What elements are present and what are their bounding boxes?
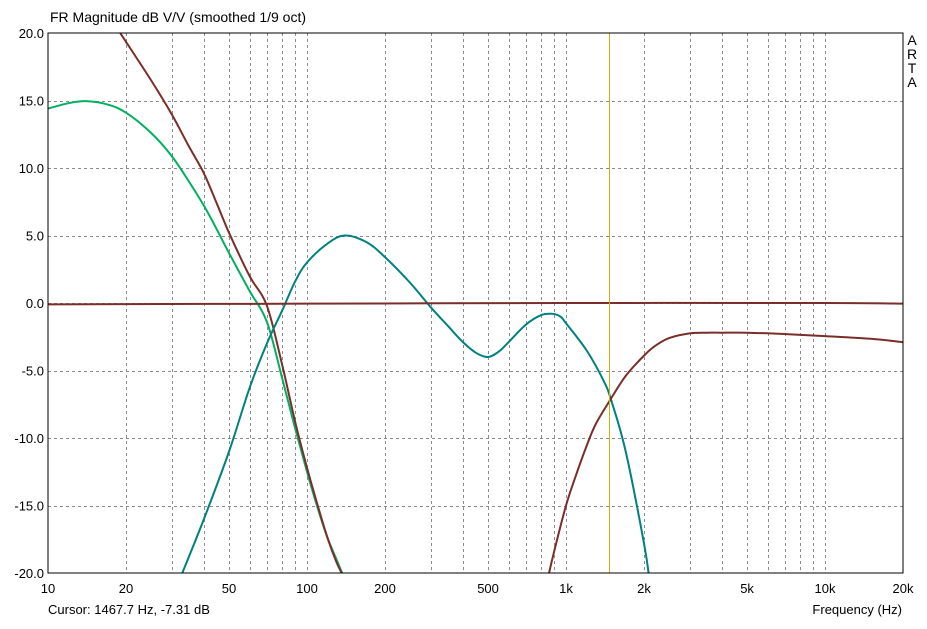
y-tick-label: 20.0: [19, 26, 44, 41]
chart-series: [48, 33, 903, 573]
x-tick-label: 20: [119, 581, 133, 596]
x-tick-label: 100: [296, 581, 318, 596]
x-tick-label: 1k: [559, 581, 573, 596]
series-line-3: [181, 234, 650, 573]
x-tick-label: 10k: [815, 581, 836, 596]
y-tick-label: 0.0: [26, 296, 44, 311]
y-tick-label: -20.0: [14, 566, 44, 581]
chart-title: FR Magnitude dB V/V (smoothed 1/9 oct): [50, 9, 307, 25]
x-tick-label: 200: [374, 581, 396, 596]
watermark-letter: A: [907, 32, 917, 48]
y-tick-label: 15.0: [19, 94, 44, 109]
series-line-4: [48, 301, 903, 306]
series-line-2: [119, 33, 343, 573]
x-tick-label: 500: [477, 581, 499, 596]
y-tick-label: -15.0: [14, 499, 44, 514]
y-tick-label: -5.0: [22, 364, 44, 379]
x-tick-label: 10: [41, 581, 55, 596]
x-tick-labels: 10 20 50 100 200 500 1k 2k 5k 10k 20k: [41, 581, 914, 596]
x-tick-label: 50: [222, 581, 236, 596]
plot-frame: [47, 32, 904, 574]
y-tick-label: -10.0: [14, 431, 44, 446]
x-tick-label: 2k: [637, 581, 651, 596]
watermark-letter: A: [907, 74, 917, 90]
y-tick-labels: 20.0 15.0 10.0 5.0 0.0 -5.0 -10.0 -15.0 -20.0: [14, 26, 44, 581]
x-axis-title: Frequency (Hz): [812, 602, 902, 617]
watermark-letter: T: [907, 60, 917, 76]
y-tick-label: 10.0: [19, 161, 44, 176]
cursor-readout: Cursor: 1467.7 Hz, -7.31 dB: [48, 602, 210, 617]
watermark-letter: R: [906, 46, 918, 62]
x-tick-label: 5k: [740, 581, 754, 596]
series-group: [48, 33, 903, 573]
x-tick-label: 20k: [893, 581, 914, 596]
series-line-5: [548, 331, 903, 573]
y-tick-label: 5.0: [26, 229, 44, 244]
series-line-1: [48, 100, 344, 573]
